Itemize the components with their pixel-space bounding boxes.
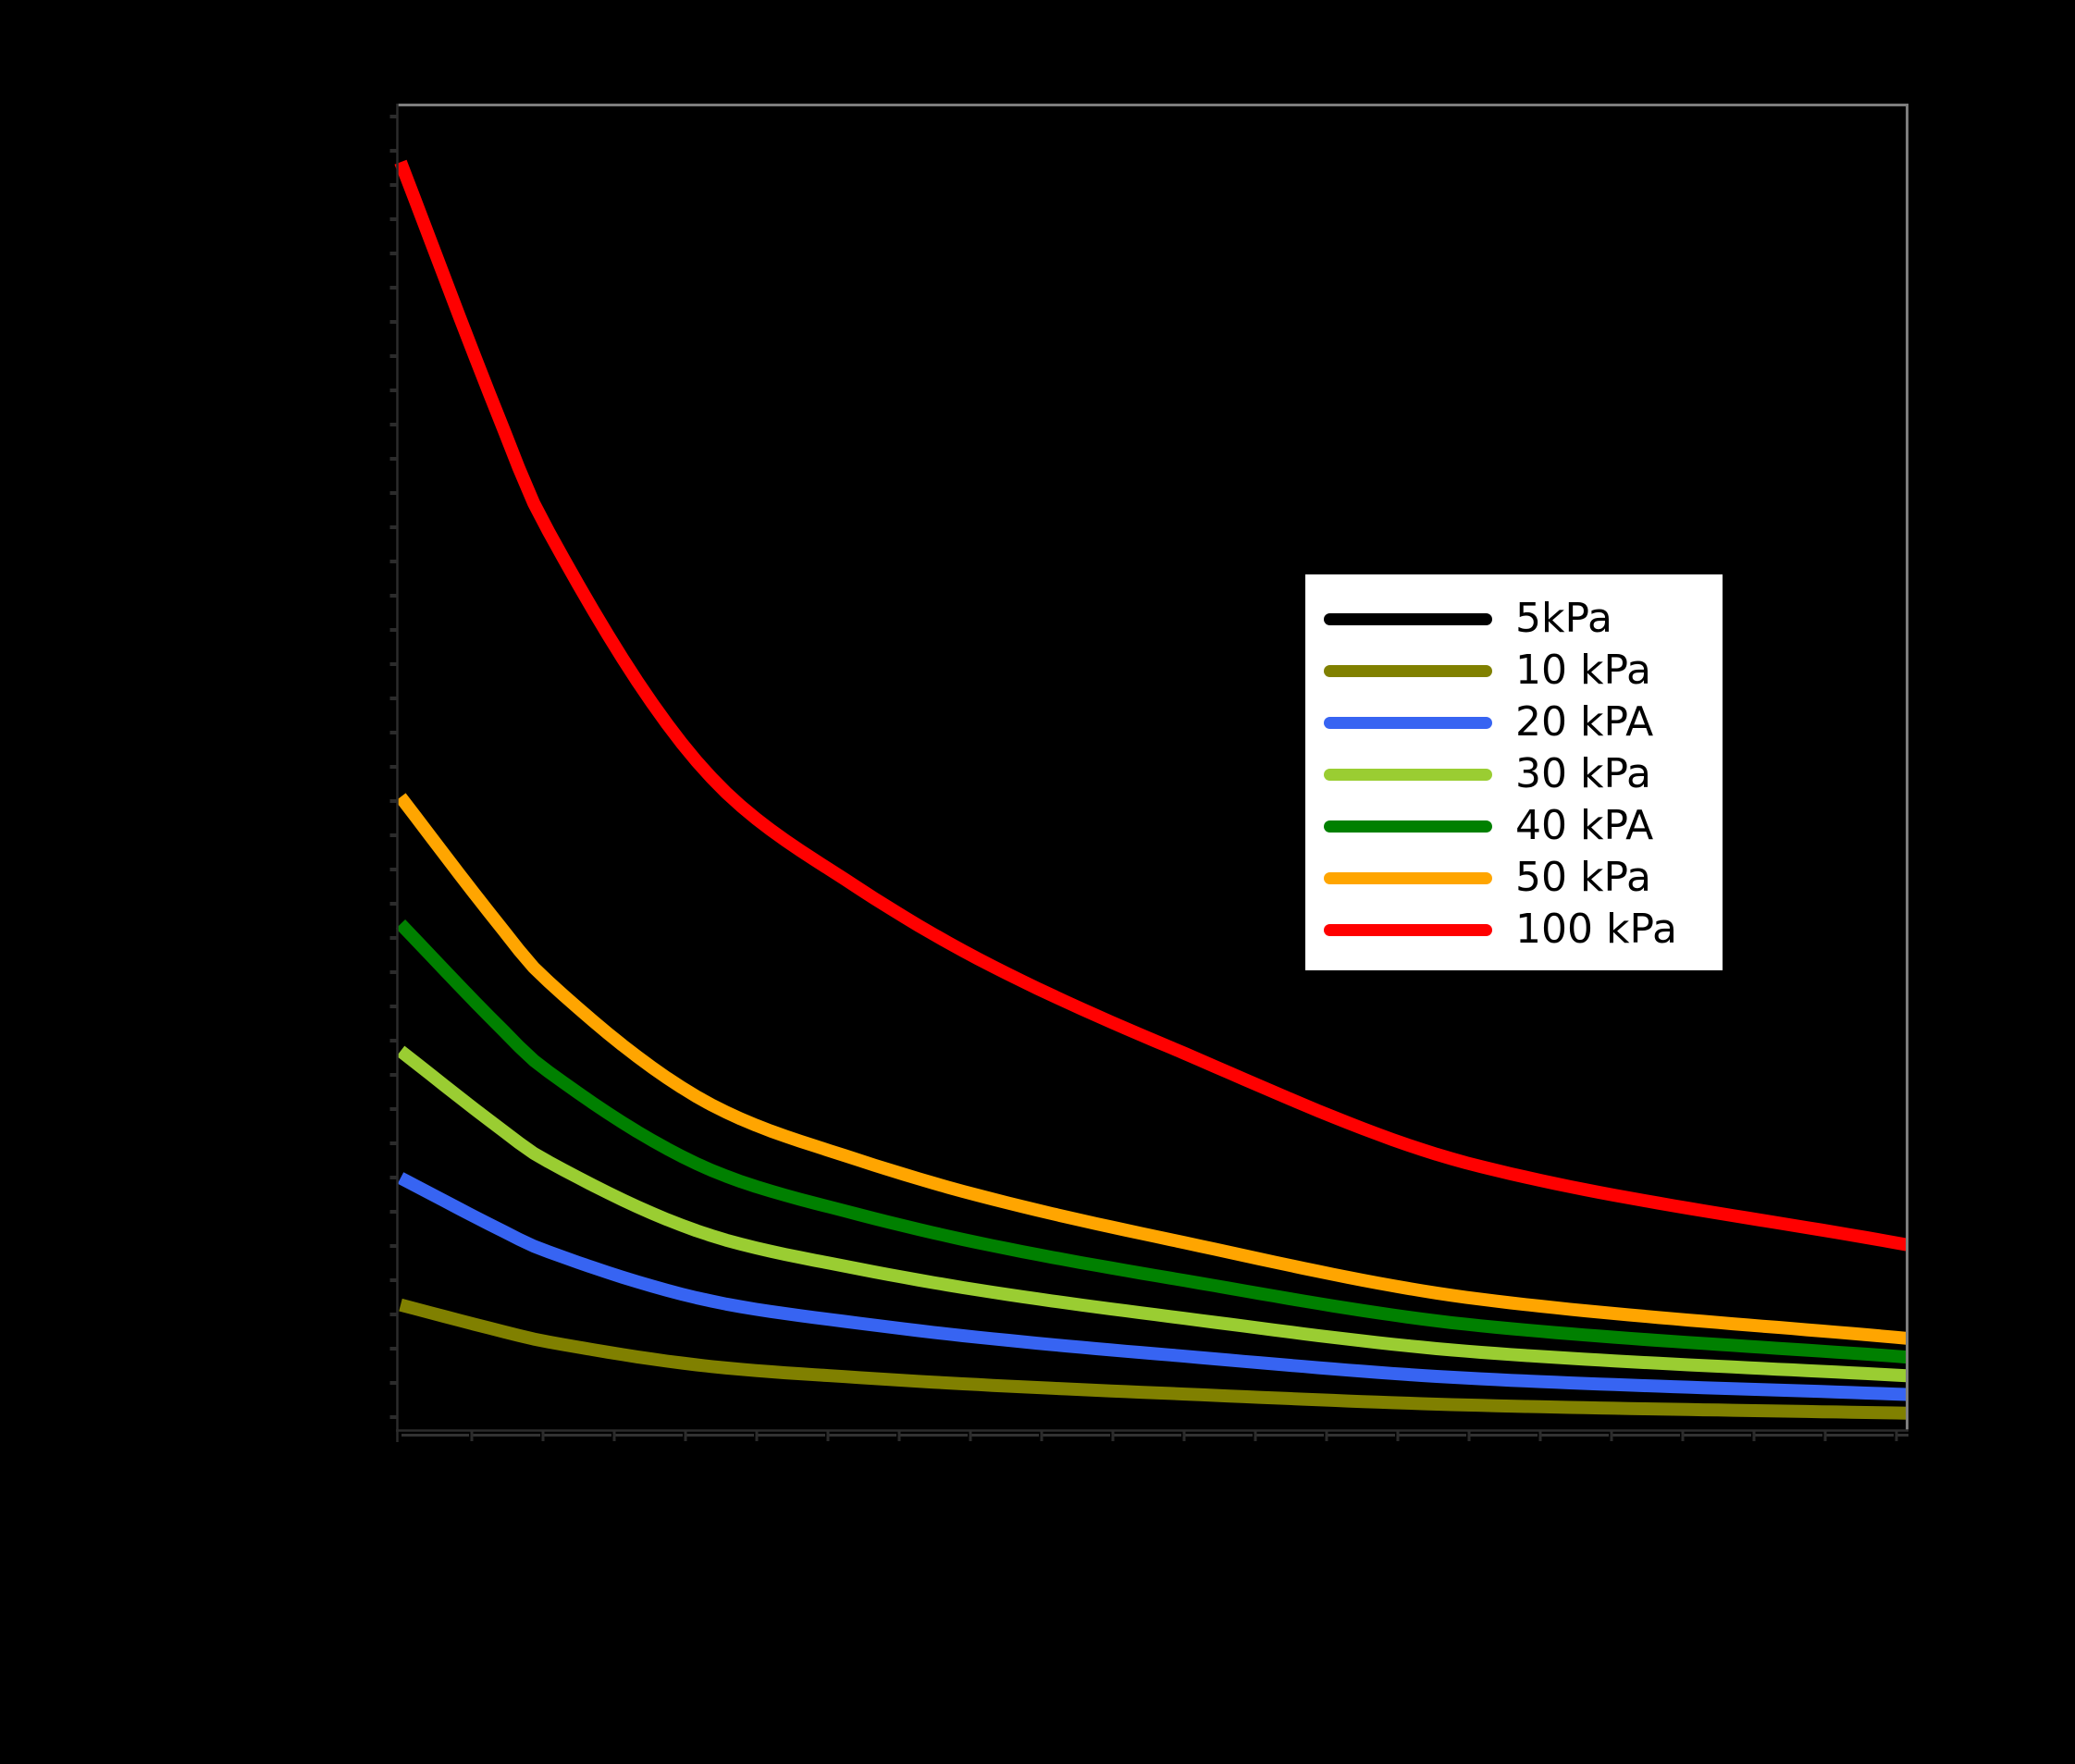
legend-item: 10 kPa <box>1305 645 1723 697</box>
x-axis-major-ticks <box>470 1431 1898 1441</box>
legend-label: 10 kPa <box>1515 647 1651 694</box>
curve-10kpa <box>399 1298 1908 1420</box>
legend-swatch-10kpa <box>1324 664 1492 677</box>
legend-swatch-20kpa <box>1324 716 1492 729</box>
legend-item: 5kPa <box>1305 593 1723 645</box>
legend-swatch-100kpa <box>1324 923 1492 936</box>
legend-swatch-30kpa <box>1324 768 1492 781</box>
legend-swatch-40kpa <box>1324 820 1492 833</box>
legend-label: 40 kPA <box>1515 802 1654 849</box>
legend-item: 50 kPa <box>1305 852 1723 904</box>
legend-label: 30 kPa <box>1515 750 1651 797</box>
curve-30kpa <box>396 1045 1908 1383</box>
legend-swatch-5kpa <box>1324 612 1492 625</box>
legend-label: 100 kPa <box>1515 906 1677 953</box>
legend-label: 50 kPa <box>1515 854 1651 901</box>
legend-item: 100 kPa <box>1305 904 1723 956</box>
curve-100kpa <box>394 159 1908 1252</box>
legend-label: 5kPa <box>1515 595 1612 642</box>
curve-50kpa <box>395 793 1908 1345</box>
legend-swatch-50kpa <box>1324 871 1492 884</box>
curve-20kpa <box>397 1172 1908 1401</box>
legend-label: 20 kPA <box>1515 698 1654 746</box>
legend-item: 30 kPa <box>1305 748 1723 800</box>
legend-item: 20 kPA <box>1305 697 1723 748</box>
curve-40kpa <box>395 919 1908 1364</box>
legend: 5kPa 10 kPa 20 kPA 30 kPa 40 kPA 50 kPa … <box>1303 572 1725 973</box>
legend-item: 40 kPA <box>1305 800 1723 852</box>
curve-5kpa <box>400 1362 1908 1429</box>
curves-group <box>394 159 1908 1429</box>
